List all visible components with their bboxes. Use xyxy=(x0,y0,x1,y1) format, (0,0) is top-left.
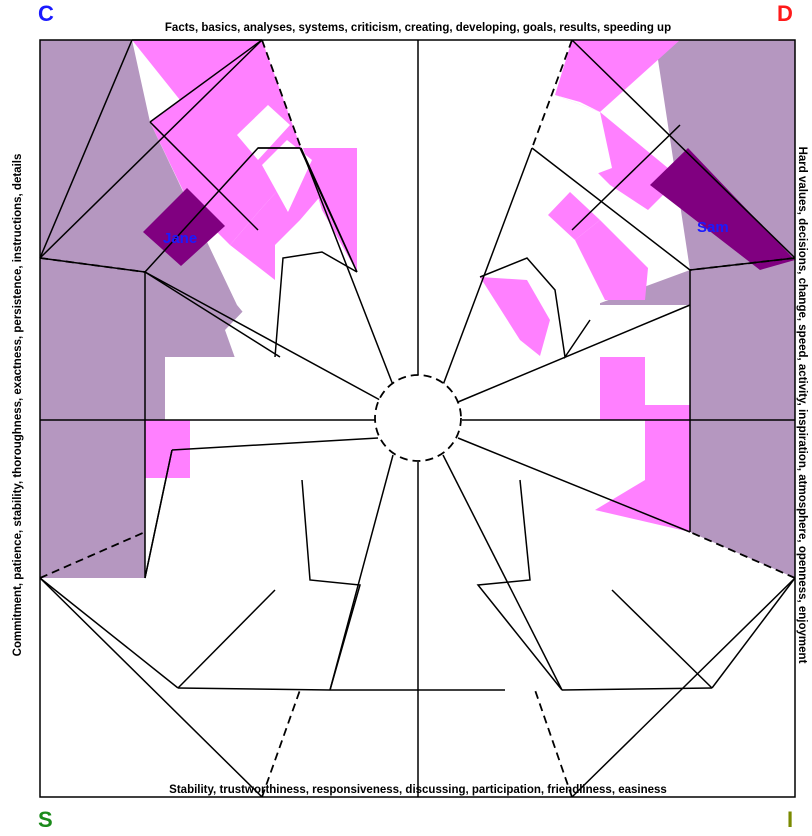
quadrant-d-pink-inner xyxy=(480,277,550,356)
corner-letter-c: C xyxy=(38,1,54,26)
quadrant-d-pink-right-a xyxy=(600,357,645,420)
octagon-d-diag xyxy=(571,39,796,259)
quadrant-d-white-a xyxy=(555,95,612,180)
octagon-c-diag xyxy=(39,39,263,259)
octagon-s-diag xyxy=(39,577,263,798)
quadrant-c-white-d xyxy=(190,357,280,420)
dashed-d-top xyxy=(531,39,573,149)
s-divider-2 xyxy=(177,687,331,691)
quadrant-d-white-c xyxy=(560,357,645,478)
i-divider-1 xyxy=(561,687,713,691)
corner-letter-s: S xyxy=(38,807,53,832)
s-divider-1 xyxy=(144,449,173,579)
right-edge-label: Hard values, decisions, change, speed, a… xyxy=(796,146,808,664)
dashed-c-top xyxy=(261,39,302,149)
quadrant-c-white-b xyxy=(262,140,312,212)
dashed-s-left xyxy=(39,531,146,579)
quadrant-c-white-a xyxy=(237,105,290,160)
spoke-3 xyxy=(171,437,379,451)
s-divider-3 xyxy=(177,589,276,689)
quadrant-d-pink-lower xyxy=(548,192,600,240)
quadrant-d-pink-right-b xyxy=(595,405,690,532)
quadrant-d-outer-fill xyxy=(595,40,795,578)
spoke-8 xyxy=(442,454,563,691)
quadrant-d-pink-top xyxy=(555,40,680,112)
quadrant-d-shading xyxy=(480,40,795,578)
spoke-6 xyxy=(457,304,691,403)
quadrant-c-white-c xyxy=(225,285,278,358)
d-divider-3 xyxy=(531,147,691,271)
i-divider-3 xyxy=(711,577,796,689)
wheel-outline xyxy=(39,39,796,798)
d-divider-2 xyxy=(571,124,681,231)
quadrant-c-outer-fill xyxy=(40,40,280,578)
dashed-boundaries xyxy=(39,39,796,798)
jane-label: Jane xyxy=(163,230,197,247)
dashed-i-bottom xyxy=(534,689,573,798)
dashed-i-right xyxy=(689,531,796,579)
inner-pentagon-i xyxy=(476,479,563,691)
dashed-c-left xyxy=(39,257,146,273)
dashed-d-right xyxy=(689,257,796,271)
inner-pentagon-c xyxy=(274,251,358,358)
c-divider-2 xyxy=(149,121,259,231)
left-edge-label: Commitment, patience, stability, thoroug… xyxy=(12,153,24,657)
spoke-2 xyxy=(144,271,381,401)
inner-pentagon-d xyxy=(479,257,591,360)
corner-letter-d: D xyxy=(777,1,793,26)
quadrant-d-white-b xyxy=(555,290,600,357)
top-edge-label: Facts, basics, analyses, systems, critic… xyxy=(164,22,672,34)
octagon-top-left xyxy=(39,39,133,259)
corner-letter-i: I xyxy=(787,807,794,832)
octagon-i-diag xyxy=(571,577,796,798)
quadrant-d-pink-diag xyxy=(575,220,648,300)
bottom-edge-label: Stability, trustworthiness, responsivene… xyxy=(169,784,667,796)
center-circle xyxy=(374,374,462,462)
i-divider-2 xyxy=(611,589,713,689)
sam-label: Sam xyxy=(697,219,729,236)
s-divider-4 xyxy=(39,577,179,689)
dashed-s-bottom xyxy=(261,689,301,798)
spoke-5 xyxy=(442,147,533,386)
spoke-7 xyxy=(457,437,691,533)
quadrant-c-shading xyxy=(40,40,357,578)
sam-marker-cell xyxy=(650,148,795,270)
c-divider-3 xyxy=(144,271,281,358)
quadrant-c-pink-inner xyxy=(230,160,330,280)
inner-pentagon-s xyxy=(301,479,361,691)
c-divider-1 xyxy=(149,39,263,123)
